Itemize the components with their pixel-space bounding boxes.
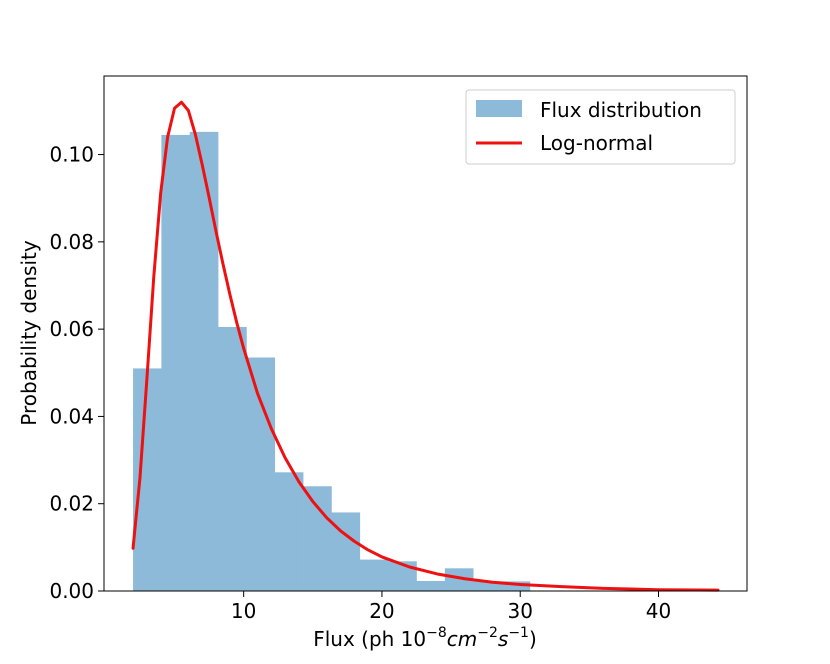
histogram-bar [274,472,304,591]
histogram-bar [444,568,474,591]
legend: Flux distribution Log-normal [465,89,736,165]
histogram-bar [246,357,276,591]
histogram-bar [416,580,446,591]
histogram-bar [473,581,502,591]
x-tick-label: 30 [507,599,532,623]
histogram-bar [218,326,247,591]
histogram-bar [303,486,332,591]
x-tick-label: 10 [231,599,256,623]
y-axis-label: Probability density [17,240,41,426]
histogram-bar [133,368,162,591]
histogram-bar [501,581,531,591]
y-tick-label: 0.10 [49,143,94,167]
x-tick-label: 20 [369,599,394,623]
y-tick-label: 0.02 [49,492,94,516]
lognormal-curve-group [131,100,720,592]
legend-histogram-swatch [476,100,522,117]
histogram-bars [133,131,719,592]
y-tick-label: 0.06 [49,317,94,341]
lognormal-curve [131,100,720,592]
legend-box [465,89,736,165]
histogram-bar [161,134,191,592]
y-tick-label: 0.00 [49,579,94,603]
x-axis-label: Flux (ph 10−8cm−2s−1) [313,625,537,651]
y-tick-label: 0.04 [49,404,94,428]
histogram-bar [189,131,219,592]
legend-lognormal-label: Log-normal [540,131,653,155]
y-axis-ticks: 0.00 0.02 0.04 0.06 0.08 0.10 [49,143,104,603]
x-axis-ticks: 10 20 30 40 [231,591,671,623]
histogram-bar [359,559,389,591]
legend-histogram-label: Flux distribution [540,98,702,122]
plot-frame [103,75,748,592]
x-tick-label: 40 [646,599,671,623]
histogram-bar [331,512,361,591]
y-tick-label: 0.08 [49,230,94,254]
